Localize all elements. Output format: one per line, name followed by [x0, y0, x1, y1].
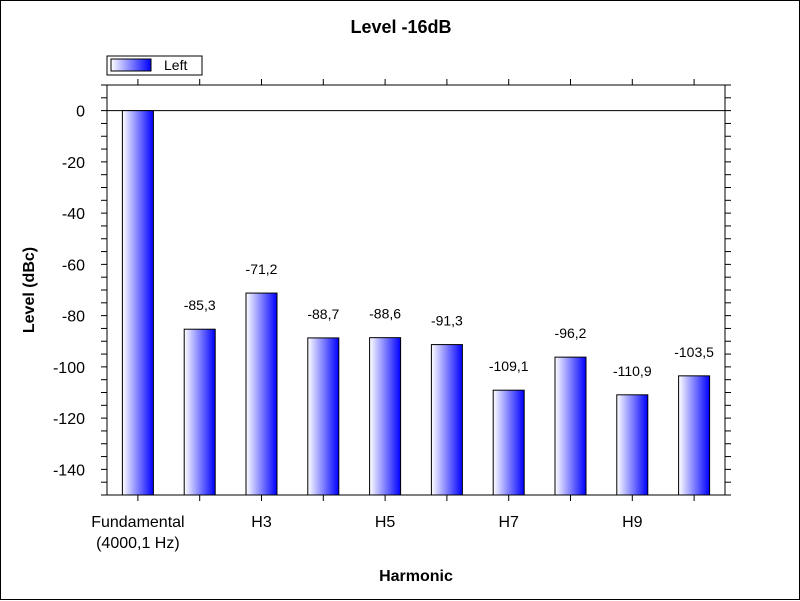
bar-h5 [369, 337, 402, 496]
bar-h2 [183, 328, 216, 496]
bar-h9 [616, 394, 649, 496]
bar-h8 [554, 356, 587, 496]
y-axis: 0 -20 -40 -60 -80 -100 -120 -140 [53, 84, 731, 496]
x-axis [137, 79, 695, 501]
category-labels: Fundamental (4000,1 Hz) H3 H5 H7 H9 [91, 514, 642, 552]
bar-h3 [245, 292, 278, 496]
y-tick-label: -20 [62, 155, 85, 172]
x-tick-label: (4000,1 Hz) [96, 535, 180, 552]
y-tick-label: -80 [62, 309, 85, 326]
x-tick-label: H9 [622, 514, 643, 531]
data-label: -96,2 [555, 325, 587, 341]
y-tick-label: 0 [76, 104, 85, 121]
data-label: -110,9 [613, 363, 652, 379]
data-label: -88,6 [369, 306, 401, 322]
y-tick-label: -60 [62, 257, 85, 274]
data-label: -85,3 [184, 297, 216, 313]
legend: Left [106, 55, 203, 76]
chart-title: Level -16dB [350, 17, 451, 37]
bar-h10 [678, 375, 711, 496]
x-tick-label: H7 [498, 514, 519, 531]
data-label: -71,2 [246, 261, 278, 277]
x-tick-label: H3 [251, 514, 272, 531]
bars [121, 110, 711, 496]
bar-fundamental [121, 110, 154, 496]
y-axis-label: Level (dBc) [21, 247, 38, 333]
x-tick-label: H5 [375, 514, 396, 531]
data-labels: -85,3 -71,2 -88,7 -88,6 -91,3 -109,1 -96,2 -110… [184, 261, 714, 379]
legend-swatch [110, 58, 152, 72]
legend-label: Left [164, 57, 187, 73]
data-label: -91,3 [431, 313, 463, 329]
x-axis-label: Harmonic [379, 568, 453, 585]
bar-h6 [430, 344, 463, 496]
data-label: -88,7 [307, 306, 339, 322]
y-tick-label: -140 [53, 462, 85, 479]
y-tick-label: -120 [53, 411, 85, 428]
data-label: -103,5 [674, 344, 714, 360]
data-label: -109,1 [489, 358, 529, 374]
y-tick-label: -40 [62, 206, 85, 223]
bar-h4 [307, 337, 340, 496]
x-tick-label: Fundamental [91, 514, 184, 531]
bar-h7 [492, 389, 525, 496]
y-tick-label: -100 [53, 360, 85, 377]
